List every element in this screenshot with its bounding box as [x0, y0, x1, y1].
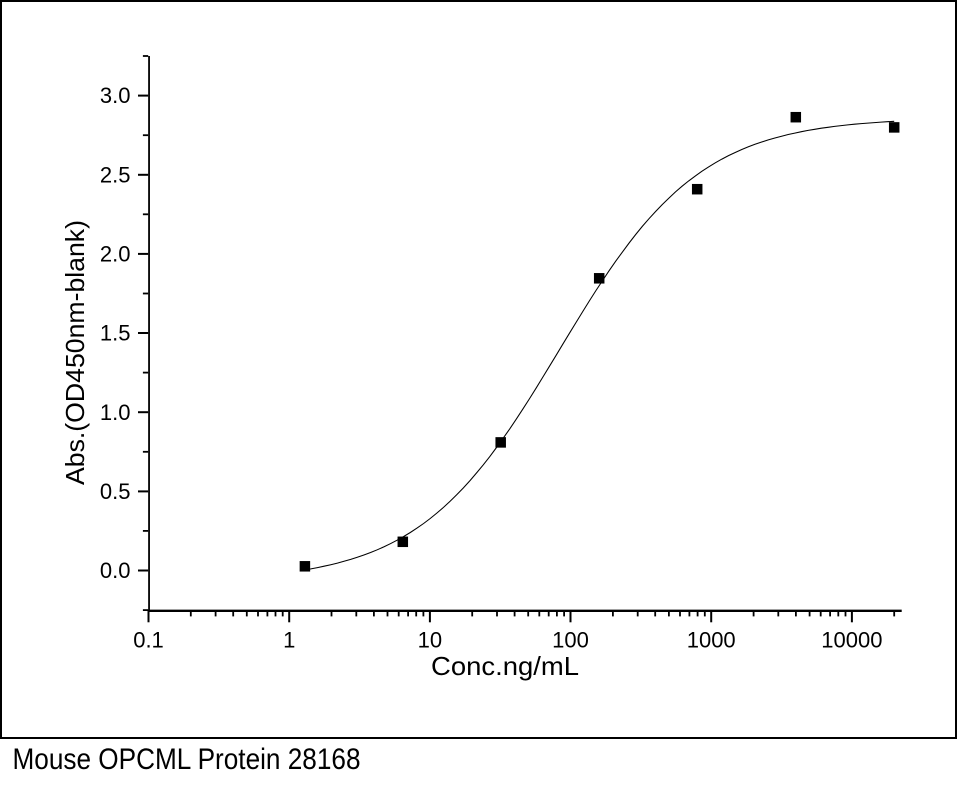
svg-text:1.5: 1.5 — [100, 321, 131, 346]
svg-text:3.0: 3.0 — [100, 83, 131, 108]
svg-text:2.0: 2.0 — [100, 242, 131, 267]
svg-text:1: 1 — [283, 627, 295, 652]
svg-text:Conc.ng/mL: Conc.ng/mL — [431, 651, 579, 681]
svg-text:10000: 10000 — [821, 627, 882, 652]
svg-text:0.0: 0.0 — [100, 558, 131, 583]
svg-text:Abs.(OD450nm-blank): Abs.(OD450nm-blank) — [60, 220, 90, 485]
svg-text:1000: 1000 — [687, 627, 736, 652]
svg-text:1.0: 1.0 — [100, 400, 131, 425]
svg-text:2.5: 2.5 — [100, 162, 131, 187]
svg-text:0.5: 0.5 — [100, 479, 131, 504]
svg-text:10: 10 — [418, 627, 442, 652]
svg-text:0.1: 0.1 — [133, 627, 164, 652]
svg-text:Mouse OPCML Protein 28168: Mouse OPCML Protein 28168 — [13, 743, 361, 776]
svg-text:100: 100 — [552, 627, 589, 652]
